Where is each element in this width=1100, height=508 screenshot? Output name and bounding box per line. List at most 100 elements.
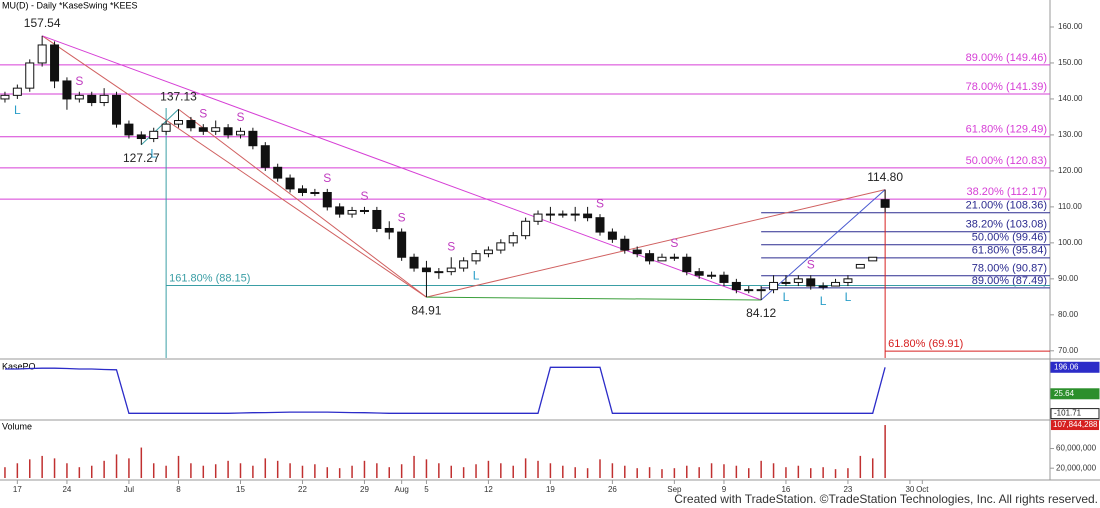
candle-body: [583, 213, 593, 219]
swing-line: [760, 189, 886, 301]
fib-label: 38.20% (103.08): [966, 219, 1047, 231]
candle-body: [855, 263, 865, 269]
value-tag-label: 196.06: [1054, 362, 1079, 371]
swing-line: [426, 296, 762, 301]
signal-marker: L: [473, 269, 480, 283]
fib-label: 38.20% (112.17): [966, 186, 1047, 198]
candle-body: [174, 120, 184, 125]
candle-body: [558, 213, 568, 216]
candle-body: [521, 220, 531, 237]
candle-body: [248, 130, 258, 147]
y-tick-label: 80.00: [1058, 310, 1079, 319]
candle-body: [781, 281, 791, 284]
candle-body: [372, 209, 382, 229]
candle-body: [310, 191, 320, 194]
fib-label: 78.00% (141.39): [966, 81, 1047, 93]
candle-body: [731, 281, 741, 291]
candle-body: [719, 274, 729, 283]
candle-body: [818, 285, 828, 288]
y-tick-label: 110.00: [1058, 202, 1082, 211]
fib-label: 61.80% (69.91): [888, 338, 963, 350]
candle-body: [12, 87, 22, 96]
signal-marker: S: [670, 236, 678, 250]
candle-body: [421, 267, 431, 273]
x-tick-label: 5: [424, 485, 429, 494]
candle-body: [831, 281, 841, 287]
x-tick-label: 12: [484, 485, 493, 494]
y-tick-label: 100.00: [1058, 238, 1083, 247]
x-tick-label: Jul: [124, 485, 134, 494]
value-tag-label: -101.71: [1054, 409, 1082, 418]
x-tick-label: 9: [722, 485, 727, 494]
signal-marker: S: [447, 239, 455, 253]
x-tick-label: 16: [781, 485, 790, 494]
signal-marker: S: [360, 189, 368, 203]
x-tick-label: 15: [236, 485, 245, 494]
candle-body: [211, 127, 221, 132]
y-tick-label: 20,000,000: [1056, 463, 1097, 472]
candle-body: [496, 242, 506, 251]
candle-body: [533, 213, 543, 222]
x-tick-label: Aug: [395, 485, 409, 494]
signal-marker: S: [398, 211, 406, 225]
candle-body: [74, 94, 84, 100]
signal-marker: S: [807, 257, 815, 271]
x-tick-label: 24: [62, 485, 71, 494]
candle-body: [632, 249, 642, 255]
value-tag: [1050, 388, 1100, 400]
candle-body: [149, 130, 159, 140]
y-tick-label: 150.00: [1058, 58, 1083, 67]
y-tick-label: 70.00: [1058, 346, 1079, 355]
y-tick-label: 120.00: [1058, 166, 1083, 175]
x-tick-label: 23: [843, 485, 852, 494]
candle-body: [806, 278, 816, 287]
candle-body: [682, 256, 692, 273]
value-tag: [1050, 361, 1100, 373]
value-tag: [1050, 408, 1100, 420]
value-tag-label: 25.64: [1054, 389, 1075, 398]
fib-label: 21.00% (108.36): [966, 200, 1047, 212]
chart-title: MU(D) - Daily *KaseSwing *KEES: [2, 0, 138, 10]
candle-body: [769, 281, 779, 291]
signal-marker: L: [783, 290, 790, 304]
swing-line: [426, 189, 886, 298]
candle-body: [508, 235, 518, 244]
panel-title: Volume: [2, 421, 32, 431]
signal-marker: L: [14, 103, 21, 117]
fib-label: 61.80% (95.84): [972, 245, 1047, 257]
candle-body: [657, 256, 667, 262]
x-tick-label: 22: [298, 485, 307, 494]
candle-body: [459, 260, 469, 269]
candle-body: [545, 213, 555, 216]
candle-body: [446, 267, 456, 273]
fib-label: 89.00% (149.46): [966, 52, 1047, 64]
swing-label: 137.13: [160, 89, 197, 103]
y-tick-label: 90.00: [1058, 274, 1079, 283]
fib-label: 50.00% (120.83): [966, 155, 1047, 167]
footer: Created with TradeStation. ©TradeStation…: [674, 492, 1098, 506]
swing-label: 114.80: [867, 170, 903, 184]
signal-marker: L: [150, 146, 157, 160]
x-tick-label: Sep: [667, 485, 682, 494]
candle-body: [607, 231, 617, 240]
y-tick-label: 60,000,000: [1056, 444, 1097, 453]
candle-body: [868, 256, 878, 262]
candle-body: [136, 134, 146, 140]
signal-marker: L: [820, 294, 827, 308]
swing-label: 127.27: [123, 151, 160, 165]
candle-body: [645, 253, 655, 262]
candle-body: [124, 123, 134, 136]
signal-marker: S: [236, 110, 244, 124]
candle-body: [50, 44, 60, 82]
candle-body: [707, 274, 717, 277]
x-tick-label: 17: [13, 485, 22, 494]
signal-marker: S: [75, 74, 83, 88]
candle-body: [384, 227, 394, 233]
candle-body: [198, 127, 208, 132]
candle-body: [694, 271, 704, 276]
fib-label: 61.80% (129.49): [966, 124, 1047, 136]
candle-body: [87, 94, 97, 104]
candle-body: [322, 191, 332, 208]
x-tick-label: 26: [608, 485, 617, 494]
